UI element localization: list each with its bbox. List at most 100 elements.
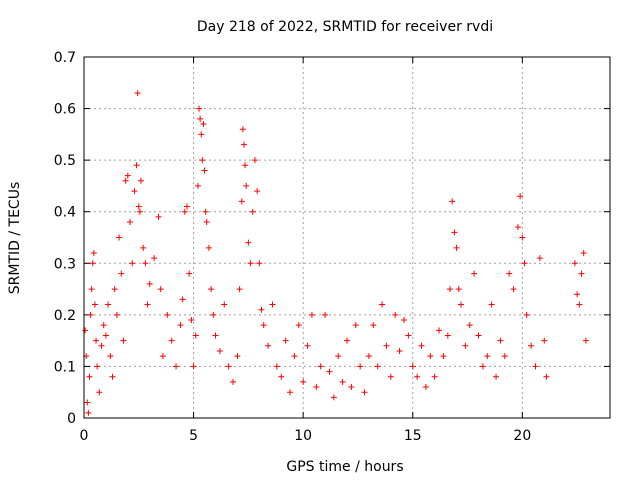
data-point xyxy=(89,260,96,267)
data-point xyxy=(144,301,151,308)
data-point xyxy=(113,311,120,318)
data-point xyxy=(179,296,186,303)
data-point xyxy=(177,322,184,329)
data-point xyxy=(93,337,100,344)
data-point xyxy=(300,378,307,385)
data-point xyxy=(202,208,209,215)
data-point xyxy=(239,126,246,133)
data-point xyxy=(236,286,243,293)
data-point xyxy=(282,337,289,344)
data-point xyxy=(122,177,129,184)
data-point xyxy=(199,157,206,164)
data-point xyxy=(151,255,158,262)
data-point xyxy=(422,384,429,391)
data-point xyxy=(521,260,528,267)
data-point xyxy=(159,353,166,360)
data-point xyxy=(230,378,237,385)
data-point xyxy=(210,311,217,318)
data-point xyxy=(436,327,443,334)
data-point xyxy=(484,353,491,360)
data-point xyxy=(146,280,153,287)
data-point xyxy=(431,373,438,380)
plot-frame xyxy=(83,56,611,419)
data-point xyxy=(190,363,197,370)
data-point xyxy=(543,373,550,380)
data-point xyxy=(405,332,412,339)
data-point xyxy=(352,322,359,329)
data-point xyxy=(181,208,188,215)
data-point xyxy=(140,244,147,251)
data-point xyxy=(96,389,103,396)
y-axis-label: SRMTID / TECUs xyxy=(7,182,23,295)
data-point xyxy=(127,219,134,226)
data-point xyxy=(247,260,254,267)
data-point xyxy=(273,363,280,370)
data-point xyxy=(523,311,530,318)
data-point xyxy=(453,244,460,251)
data-point xyxy=(196,105,203,112)
x-tick-label: 5 xyxy=(189,428,198,444)
data-point xyxy=(200,121,207,128)
data-point xyxy=(107,353,114,360)
data-point xyxy=(278,373,285,380)
data-point xyxy=(260,322,267,329)
data-point xyxy=(330,394,337,401)
data-point xyxy=(506,270,513,277)
tick-layer: 0 0.1 0.2 0.3 0.4 0.5 0.6 0.7 0 5 10 15 20 xyxy=(54,50,610,444)
data-point xyxy=(137,177,144,184)
data-point xyxy=(357,363,364,370)
data-point xyxy=(164,311,171,318)
data-point xyxy=(528,342,535,349)
data-point xyxy=(85,409,92,416)
chart-title: Day 218 of 2022, SRMTID for receiver rvd… xyxy=(197,19,493,35)
data-point xyxy=(242,162,249,169)
data-point xyxy=(326,368,333,375)
data-point xyxy=(418,342,425,349)
data-point xyxy=(517,193,524,200)
data-point xyxy=(109,373,116,380)
data-point xyxy=(221,301,228,308)
data-point xyxy=(335,353,342,360)
data-point xyxy=(379,301,386,308)
data-points xyxy=(82,90,589,416)
data-point xyxy=(370,322,377,329)
data-point xyxy=(157,286,164,293)
data-point xyxy=(142,260,149,267)
data-point xyxy=(374,363,381,370)
data-point xyxy=(479,363,486,370)
data-point xyxy=(88,286,95,293)
data-point xyxy=(254,188,261,195)
data-point xyxy=(348,384,355,391)
data-point xyxy=(580,249,587,256)
data-point xyxy=(449,198,456,205)
data-point xyxy=(295,322,302,329)
data-point xyxy=(225,363,232,370)
data-point xyxy=(471,270,478,277)
data-point xyxy=(308,311,315,318)
y-tick-label: 0 xyxy=(67,411,76,427)
data-point xyxy=(475,332,482,339)
data-point xyxy=(192,332,199,339)
data-point xyxy=(90,249,97,256)
data-point xyxy=(493,373,500,380)
data-point xyxy=(291,353,298,360)
data-point xyxy=(414,373,421,380)
data-point xyxy=(582,337,589,344)
x-tick-label: 0 xyxy=(80,428,89,444)
data-point xyxy=(111,286,118,293)
y-tick-label: 0.6 xyxy=(54,102,76,118)
data-point xyxy=(536,255,543,262)
data-point xyxy=(116,234,123,241)
data-point xyxy=(212,332,219,339)
data-point xyxy=(574,291,581,298)
data-point xyxy=(197,115,204,122)
data-point xyxy=(258,306,265,313)
data-point xyxy=(100,322,107,329)
data-point xyxy=(265,342,272,349)
data-point xyxy=(541,337,548,344)
data-point xyxy=(84,399,91,406)
data-point xyxy=(198,131,205,138)
data-point xyxy=(457,301,464,308)
data-point xyxy=(466,322,473,329)
